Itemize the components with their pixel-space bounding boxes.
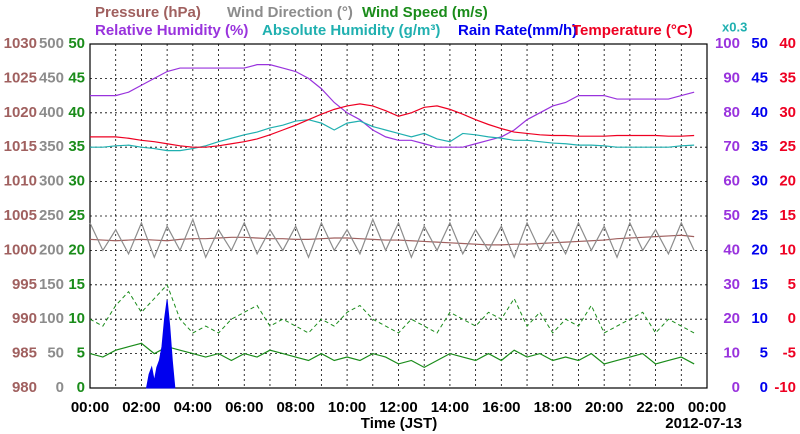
y-tick-label: 80 bbox=[723, 104, 740, 121]
y-tick-label: -10 bbox=[774, 379, 796, 396]
y-tick-label: 0 bbox=[760, 379, 768, 396]
y-tick-label: 20 bbox=[68, 241, 85, 258]
y-tick-label: 1025 bbox=[4, 69, 37, 86]
y-tick-label: 500 bbox=[39, 35, 64, 52]
y-tick-label: 985 bbox=[12, 345, 37, 362]
y-tick-label: 30 bbox=[751, 173, 768, 190]
legend-entry: Temperature (°C) bbox=[572, 22, 693, 39]
y-tick-label: 5 bbox=[788, 276, 796, 293]
y-tick-label: 0 bbox=[732, 379, 740, 396]
y-tick-label: 40 bbox=[779, 35, 796, 52]
legend-entry: Pressure (hPa) bbox=[95, 4, 201, 21]
y-tick-label: 250 bbox=[39, 207, 64, 224]
y-tick-label: 1020 bbox=[4, 104, 37, 121]
rain-area bbox=[145, 299, 176, 389]
y-tick-label: 35 bbox=[68, 138, 85, 155]
y-tick-label: 1030 bbox=[4, 35, 37, 52]
series-line bbox=[90, 64, 695, 148]
date-label: 2012-07-13 bbox=[665, 415, 742, 432]
x-tick-label: 16:00 bbox=[482, 399, 520, 416]
y-tick-label: 40 bbox=[68, 104, 85, 121]
x-tick-label: 00:00 bbox=[688, 399, 726, 416]
y-tick-label: 400 bbox=[39, 104, 64, 121]
y-tick-label: 90 bbox=[723, 69, 740, 86]
x-tick-label: 10:00 bbox=[328, 399, 366, 416]
x-tick-label: 04:00 bbox=[174, 399, 212, 416]
series-line bbox=[90, 103, 695, 148]
y-tick-label: 450 bbox=[39, 69, 64, 86]
legend-entry: Absolute Humidity (g/m³) bbox=[262, 22, 440, 39]
y-tick-label: 995 bbox=[12, 276, 37, 293]
legend-entry: Rain Rate(mm/h) bbox=[458, 22, 577, 39]
series-line bbox=[89, 217, 695, 259]
x-axis-label: Time (JST) bbox=[361, 415, 437, 432]
x-tick-label: 22:00 bbox=[636, 399, 674, 416]
y-tick-label: 1000 bbox=[4, 241, 37, 258]
y-tick-label: 15 bbox=[68, 276, 85, 293]
y-tick-label: 30 bbox=[779, 104, 796, 121]
y-tick-label: 10 bbox=[68, 310, 85, 327]
y-tick-label: 200 bbox=[39, 241, 64, 258]
y-tick-label: 100 bbox=[715, 35, 740, 52]
y-tick-label: 10 bbox=[779, 241, 796, 258]
series-line bbox=[90, 119, 695, 152]
x-tick-label: 20:00 bbox=[585, 399, 623, 416]
y-tick-label: 300 bbox=[39, 173, 64, 190]
y-tick-label: 0 bbox=[56, 379, 64, 396]
scale-note: x0.3 bbox=[722, 19, 747, 34]
y-tick-label: 5 bbox=[760, 345, 768, 362]
x-tick-label: 08:00 bbox=[276, 399, 314, 416]
y-tick-label: 20 bbox=[751, 241, 768, 258]
y-tick-label: 50 bbox=[723, 207, 740, 224]
legend-entry: Wind Direction (°) bbox=[227, 4, 353, 21]
x-tick-label: 18:00 bbox=[534, 399, 572, 416]
y-tick-label: -5 bbox=[783, 345, 796, 362]
plot-frame bbox=[89, 43, 708, 389]
y-tick-label: 40 bbox=[723, 241, 740, 258]
y-tick-label: 50 bbox=[47, 345, 64, 362]
y-tick-label: 0 bbox=[788, 310, 796, 327]
y-tick-label: 45 bbox=[68, 69, 85, 86]
x-tick-label: 00:00 bbox=[71, 399, 109, 416]
y-tick-label: 50 bbox=[751, 35, 768, 52]
y-tick-label: 15 bbox=[779, 207, 796, 224]
y-tick-label: 15 bbox=[751, 276, 768, 293]
y-tick-label: 45 bbox=[751, 69, 768, 86]
y-tick-label: 350 bbox=[39, 138, 64, 155]
y-tick-label: 150 bbox=[39, 276, 64, 293]
legend-entry: Relative Humidity (%) bbox=[95, 22, 248, 39]
y-tick-label: 30 bbox=[68, 173, 85, 190]
x-tick-label: 06:00 bbox=[225, 399, 263, 416]
y-tick-label: 35 bbox=[779, 69, 796, 86]
y-tick-label: 10 bbox=[751, 310, 768, 327]
y-tick-label: 990 bbox=[12, 310, 37, 327]
y-tick-label: 70 bbox=[723, 138, 740, 155]
y-tick-label: 1015 bbox=[4, 138, 37, 155]
y-tick-label: 30 bbox=[723, 276, 740, 293]
y-tick-label: 0 bbox=[77, 379, 85, 396]
y-tick-label: 1010 bbox=[4, 173, 37, 190]
peak-line bbox=[89, 283, 695, 334]
x-tick-label: 12:00 bbox=[379, 399, 417, 416]
x-tick-label: 02:00 bbox=[122, 399, 160, 416]
y-tick-label: 20 bbox=[779, 173, 796, 190]
legend-entry: Wind Speed (m/s) bbox=[362, 4, 488, 21]
y-tick-label: 20 bbox=[723, 310, 740, 327]
y-tick-label: 50 bbox=[68, 35, 85, 52]
series-line bbox=[89, 342, 695, 369]
y-tick-label: 60 bbox=[723, 173, 740, 190]
series-line bbox=[89, 234, 695, 246]
x-tick-label: 14:00 bbox=[431, 399, 469, 416]
y-tick-label: 980 bbox=[12, 379, 37, 396]
y-tick-label: 5 bbox=[77, 345, 85, 362]
y-tick-label: 1005 bbox=[4, 207, 37, 224]
y-tick-label: 100 bbox=[39, 310, 64, 327]
y-tick-label: 25 bbox=[68, 207, 85, 224]
y-tick-label: 35 bbox=[751, 138, 768, 155]
y-tick-label: 25 bbox=[751, 207, 768, 224]
y-tick-label: 25 bbox=[779, 138, 796, 155]
y-tick-label: 40 bbox=[751, 104, 768, 121]
y-tick-label: 10 bbox=[723, 345, 740, 362]
